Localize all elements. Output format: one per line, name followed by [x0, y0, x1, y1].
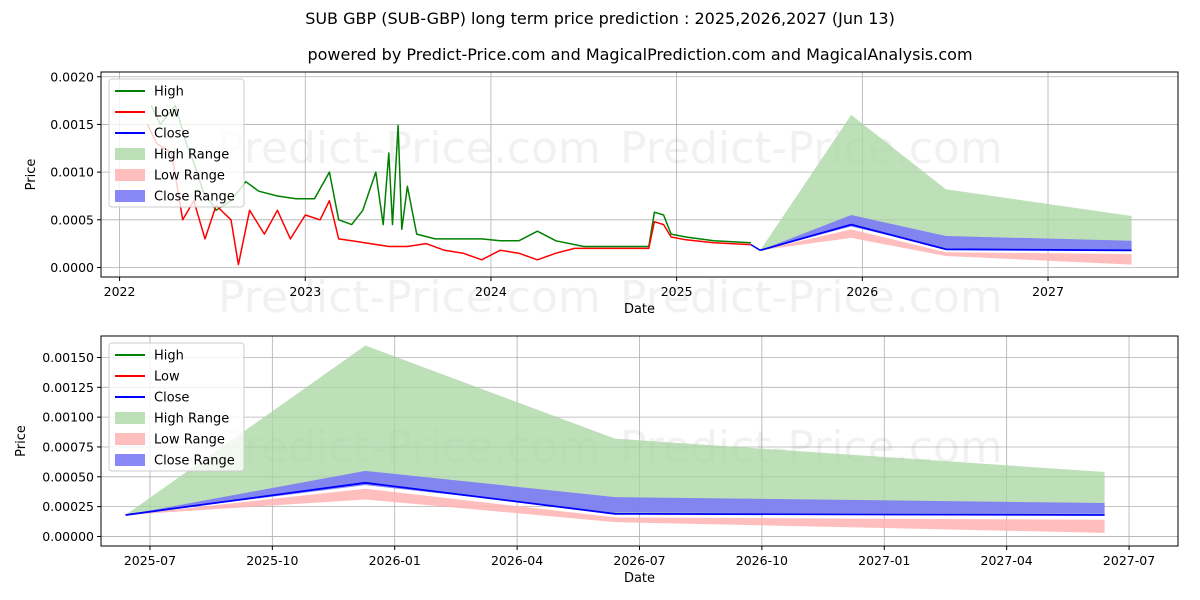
x-tick-label: 2027 — [1032, 284, 1064, 299]
y-tick-label: 0.0000 — [50, 260, 94, 275]
x-tick-label: 2025-07 — [124, 553, 176, 568]
close-prediction-line — [125, 481, 1105, 516]
y-tick-label: 0.00075 — [42, 439, 94, 454]
x-tick-label: 2026-07 — [613, 553, 665, 568]
y-axis-label: Price — [24, 159, 39, 191]
x-tick-label: 2026 — [846, 284, 878, 299]
y-tick-label: 0.00100 — [42, 410, 94, 425]
x-tick-label: 2027-07 — [1103, 553, 1155, 568]
legend-label: Close — [154, 391, 189, 406]
close-prediction-line — [759, 223, 1132, 252]
panel-history: Predict-Price.com Predict-Price.com Predic… — [24, 69, 1179, 323]
x-tick-label: 2025 — [661, 284, 693, 299]
low-range-band — [125, 488, 1105, 533]
y-tick-label: 0.0005 — [50, 212, 94, 227]
close-range-band — [125, 470, 1105, 515]
legend-label: Low — [154, 370, 180, 385]
x-tick-label: 2026-04 — [491, 553, 543, 568]
close-series-line — [750, 243, 761, 251]
low-range-band — [760, 229, 1132, 265]
legend-label: Low Range — [154, 433, 225, 448]
x-tick-label: 2027-04 — [981, 553, 1033, 568]
y-tick-label: 0.00150 — [42, 350, 94, 365]
legend-label: High — [154, 349, 184, 364]
legend-swatch-patch — [115, 433, 145, 445]
watermark-text: Predict-Price.com — [218, 123, 601, 174]
x-tick-label: 2025-10 — [246, 553, 298, 568]
close-range-band — [760, 215, 1132, 251]
watermark-text: Predict-Price.com — [218, 272, 601, 323]
legend-label: Close Range — [154, 190, 235, 205]
legend-swatch-patch — [115, 169, 145, 181]
panel-prediction-zoom: Predict-Price.comPredict-Price.com2025-0… — [14, 335, 1179, 586]
legend-swatch-patch — [115, 190, 145, 202]
legend-label: Close Range — [154, 454, 235, 469]
x-tick-label: 2027-01 — [858, 553, 910, 568]
x-axis-label: Date — [624, 302, 655, 317]
y-axis-label: Price — [14, 425, 29, 457]
x-axis-label: Date — [624, 571, 655, 586]
y-tick-label: 0.0010 — [50, 165, 94, 180]
legend-swatch-patch — [115, 148, 145, 160]
chart-subtitle: powered by Predict-Price.com and Magical… — [307, 45, 973, 64]
watermark-text: Predict-Price.com — [620, 272, 1003, 323]
x-tick-label: 2023 — [289, 284, 321, 299]
low-series-line — [146, 124, 751, 266]
x-tick-label: 2022 — [104, 284, 136, 299]
x-tick-label: 2024 — [475, 284, 507, 299]
legend-swatch-patch — [115, 412, 145, 424]
y-tick-label: 0.0020 — [50, 69, 94, 84]
y-tick-label: 0.0015 — [50, 117, 94, 132]
y-tick-label: 0.00025 — [42, 499, 94, 514]
x-tick-label: 2026-01 — [369, 553, 421, 568]
legend-label: Close — [154, 127, 189, 142]
axes-frame — [100, 71, 1179, 278]
legend-label: Low — [154, 106, 180, 121]
watermark-text: Predict-Price.com — [620, 123, 1003, 174]
legend-label: High Range — [154, 412, 229, 427]
y-tick-label: 0.00000 — [42, 529, 94, 544]
legend-label: High Range — [154, 148, 229, 163]
legend-swatch-patch — [115, 454, 145, 466]
legend-label: High — [154, 85, 184, 100]
x-tick-label: 2026-10 — [736, 553, 788, 568]
legend-label: Low Range — [154, 169, 225, 184]
y-tick-label: 0.00125 — [42, 380, 94, 395]
chart-title: SUB GBP (SUB-GBP) long term price predic… — [305, 9, 895, 28]
y-tick-label: 0.00050 — [42, 469, 94, 484]
